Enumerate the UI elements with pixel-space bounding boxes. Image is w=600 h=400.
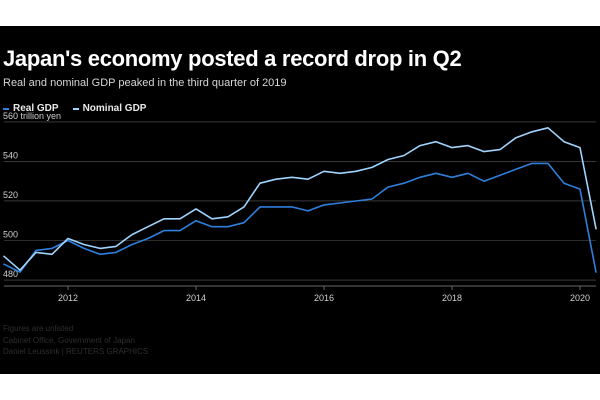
y-tick-label: 480 — [3, 269, 18, 279]
source-line-2: Cabinet Office, Government of Japan — [3, 335, 135, 345]
chart-card: Japan's economy posted a record drop in … — [0, 26, 600, 374]
legend-item-real-gdp: Real GDP — [3, 103, 59, 114]
legend-label-nominal-gdp: Nominal GDP — [82, 103, 147, 114]
y-tick-label: 540 — [3, 150, 18, 160]
legend-swatch-real-gdp — [3, 107, 9, 110]
chart-subtitle: Real and nominal GDP peaked in the third… — [3, 77, 287, 89]
x-tick-label: 2020 — [570, 293, 590, 303]
legend: Real GDP Nominal GDP — [3, 103, 146, 114]
x-tick-label: 2014 — [186, 293, 206, 303]
y-tick-label: 520 — [3, 190, 18, 200]
legend-swatch-nominal-gdp — [72, 107, 79, 110]
y-tick-label: 500 — [3, 230, 18, 240]
y-unit-label: 560 trillion yen — [3, 111, 61, 121]
legend-label-real-gdp: Real GDP — [13, 103, 59, 114]
source-notes: Figures are unlisted Cabinet Office, Gov… — [3, 323, 148, 358]
chart-title: Japan's economy posted a record drop in … — [3, 46, 462, 71]
x-tick-label: 2018 — [442, 293, 462, 303]
series-line-real-gdp — [3, 162, 597, 273]
line-chart: 560 trillion yen 480 500 520 540 2012 2014 2016… — [3, 111, 597, 303]
source-line-3: Daniel Leussink | REUTERS GRAPHICS — [3, 347, 149, 356]
series-line-nominal-gdp — [3, 127, 597, 271]
x-tick-label: 2016 — [314, 293, 334, 303]
x-tick-label: 2012 — [58, 293, 78, 303]
legend-item-nominal-gdp: Nominal GDP — [72, 103, 147, 114]
source-line-1: Figures are unlisted — [3, 324, 74, 333]
